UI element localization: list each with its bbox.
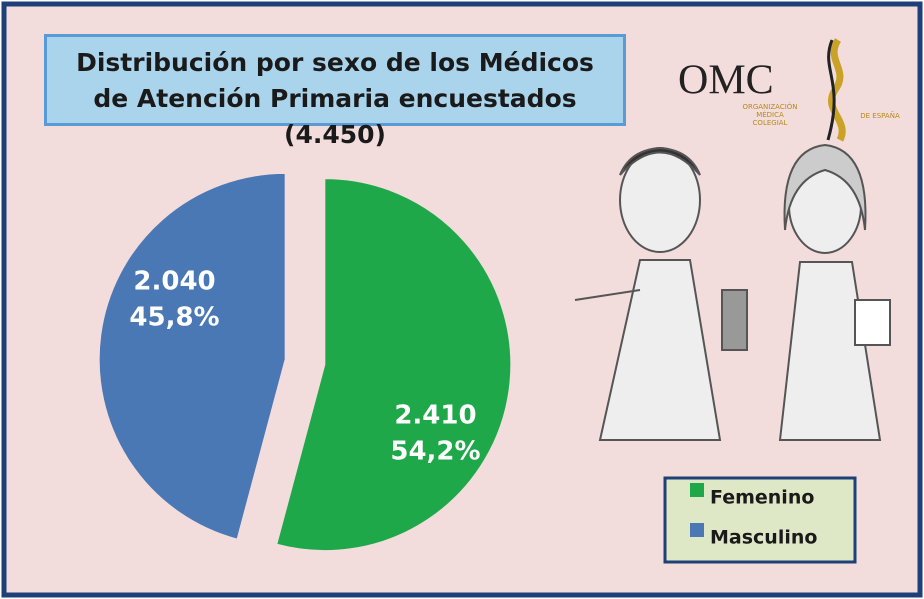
percentage-label: 45,8% (129, 302, 219, 332)
pie-slice (98, 172, 286, 540)
value-label: 2.040 (133, 266, 215, 296)
legend-swatch (690, 483, 704, 497)
legend-label: Femenino (710, 487, 814, 509)
chart-title: Distribución por sexo de los Médicos de … (44, 34, 626, 149)
logo-subtext: MÉDICA (756, 110, 784, 119)
logo-mark (826, 39, 836, 141)
doctor-illustration (574, 143, 891, 441)
logo-subtext: ORGANIZACIÓN (742, 102, 797, 111)
logo-subtext: DE ESPAÑA (860, 111, 900, 120)
value-label: 2.410 (394, 401, 476, 431)
logo-subtext: COLEGIAL (753, 119, 788, 127)
legend-box (663, 476, 857, 564)
logo: OMC ORGANIZACIÓN MÉDICA COLEGIAL DE ESPA… (678, 38, 900, 142)
legend-label: Masculino (710, 527, 817, 549)
pie-slice (276, 178, 512, 552)
logo-text: OMC (678, 58, 774, 104)
legend-swatch (690, 523, 704, 537)
percentage-label: 54,2% (390, 437, 480, 467)
